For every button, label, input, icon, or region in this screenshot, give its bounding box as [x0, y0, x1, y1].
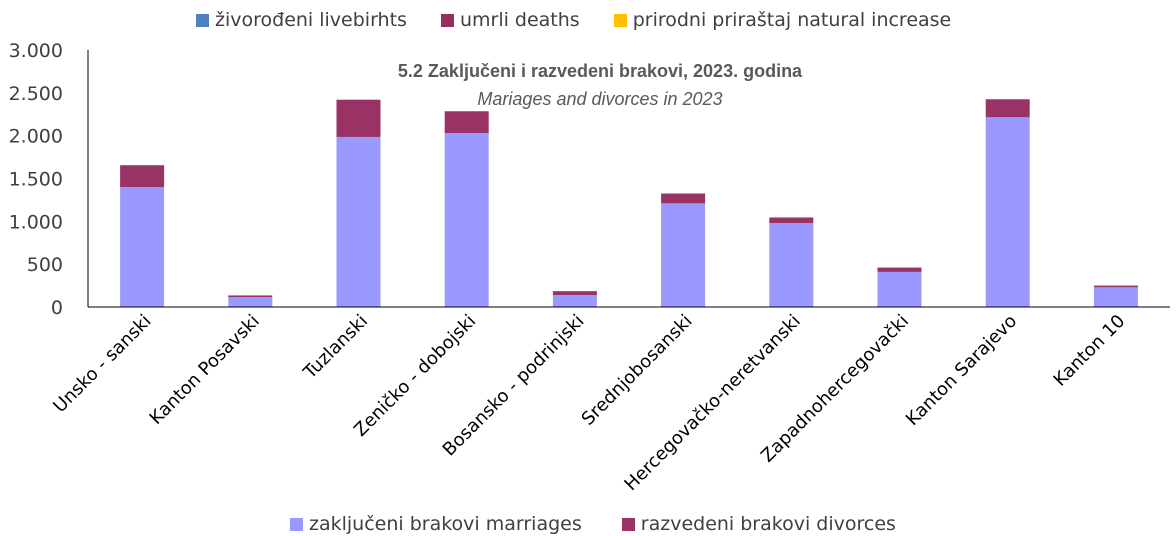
legend-label: prirodni priraštaj natural increase — [632, 9, 952, 31]
bar-marriages — [120, 187, 165, 307]
y-tick-label: 1.000 — [9, 211, 63, 233]
legend-item-divorces: razvedeni brakovi divorces — [621, 513, 896, 535]
legend-bottom: zaključeni brakovi marriages razvedeni b… — [290, 513, 936, 535]
chart-subtitle: Mariages and divorces in 2023 — [477, 89, 723, 109]
bar-divorces — [985, 99, 1030, 118]
legend-label: umrli deaths — [459, 9, 580, 31]
x-tick-label: Kanton 10 — [1050, 311, 1130, 391]
x-tick-label: Zeničko - dobojski — [350, 311, 480, 441]
legend-item-marriages: zaključeni brakovi marriages — [290, 513, 582, 535]
bar-marriages — [228, 297, 273, 307]
bars — [120, 99, 1138, 307]
bar-divorces — [120, 165, 165, 188]
legend-item-natural-increase: prirodni priraštaj natural increase — [613, 9, 952, 31]
legend-swatch — [621, 517, 635, 531]
y-tick-label: 1.500 — [9, 169, 63, 191]
chart-title: 5.2 Zaključeni i razvedeni brakovi, 2023… — [397, 61, 803, 81]
legend-label: zaključeni brakovi marriages — [309, 513, 582, 535]
x-tick-label: Hercegovačko-neretvanski — [620, 311, 804, 495]
y-tick-label: 0 — [51, 297, 63, 319]
bar-marriages — [661, 203, 706, 307]
bar-marriages — [336, 136, 381, 307]
bar-divorces — [1093, 285, 1138, 288]
bar-marriages — [769, 223, 814, 307]
legend-swatch — [290, 517, 303, 531]
legend-top: živorođeni livebirhts umrli deaths priro… — [196, 9, 985, 31]
bar-marriages — [1093, 287, 1138, 307]
bar-divorces — [769, 217, 814, 224]
y-tick-label: 2.000 — [9, 126, 63, 148]
bar-marriages — [552, 295, 597, 307]
y-axis-tick-labels: 0 500 1.000 1.500 2.000 2.500 3.000 — [9, 40, 63, 319]
bar-marriages — [877, 271, 922, 307]
bar-marriages — [985, 117, 1030, 307]
legend-swatch — [196, 13, 209, 27]
legend-label: živorođeni livebirhts — [215, 9, 407, 31]
x-tick-label: Kanton Posavski — [146, 311, 264, 429]
legend-swatch — [613, 13, 627, 27]
x-tick-label: Kanton Sarajevo — [902, 311, 1021, 430]
bar-divorces — [228, 295, 273, 298]
legend-swatch — [440, 13, 454, 27]
legend-item-deaths: umrli deaths — [440, 9, 580, 31]
bar-divorces — [661, 193, 706, 204]
x-tick-label: Tuzlanski — [299, 311, 372, 384]
y-tick-label: 2.500 — [9, 83, 63, 105]
bar-divorces — [336, 99, 381, 137]
axes — [87, 50, 1170, 308]
y-tick-label: 3.000 — [9, 40, 63, 62]
bar-divorces — [552, 291, 597, 296]
y-tick-label: 500 — [27, 254, 63, 276]
legend-label: razvedeni brakovi divorces — [640, 513, 896, 535]
x-tick-label: Srednjobosanski — [578, 311, 697, 430]
x-tick-label: Unsko - sanski — [49, 311, 155, 417]
bar-marriages — [444, 133, 489, 307]
bar-divorces — [877, 267, 922, 272]
bar-divorces — [444, 111, 489, 134]
legend-item-livebirths: živorođeni livebirhts — [196, 9, 407, 31]
